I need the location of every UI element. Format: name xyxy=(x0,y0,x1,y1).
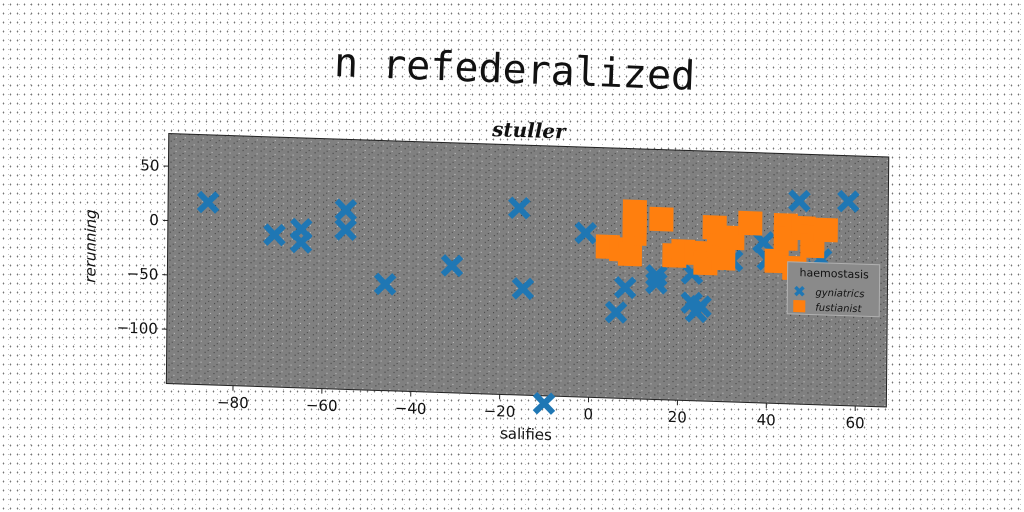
point-gyniatrics xyxy=(788,189,811,213)
legend-label-fustianist: fustianist xyxy=(815,303,862,316)
point-fustianist xyxy=(622,212,647,238)
point-gyniatrics xyxy=(440,254,464,278)
point-gyniatrics xyxy=(263,223,286,247)
point-gyniatrics xyxy=(613,276,637,300)
point-fustianist xyxy=(617,241,643,267)
chart-title: stuller xyxy=(491,117,567,143)
point-gyniatrics xyxy=(645,271,668,295)
legend-box xyxy=(786,261,881,318)
point-gyniatrics xyxy=(689,294,712,318)
y-tick-label: −100 xyxy=(117,319,158,338)
point-gyniatrics xyxy=(289,230,313,254)
x-tick-label: 0 xyxy=(584,405,594,423)
x-tick-label: 40 xyxy=(757,411,776,430)
legend-title: haemostasis xyxy=(800,266,870,281)
point-fustianist xyxy=(813,217,838,243)
point-gyniatrics xyxy=(752,230,775,254)
legend-marker-gyniatrics xyxy=(794,285,805,297)
x-tick-label: −40 xyxy=(395,399,427,418)
x-tick-label: −80 xyxy=(217,393,249,412)
point-gyniatrics xyxy=(837,189,860,213)
legend: haemostasis gyniatrics fustianist xyxy=(786,261,881,318)
point-gyniatrics xyxy=(574,221,598,245)
x-tick-label: −20 xyxy=(484,402,516,421)
x-axis-label: salifies xyxy=(500,424,552,444)
point-fustianist xyxy=(711,245,736,271)
x-tick-label: −60 xyxy=(306,396,338,415)
point-gyniatrics xyxy=(334,218,357,242)
point-fustianist xyxy=(738,210,763,236)
legend-marker-fustianist xyxy=(793,299,806,313)
y-tick-label: −50 xyxy=(127,265,159,284)
point-gyniatrics xyxy=(511,277,535,301)
x-tick-label: 20 xyxy=(668,408,687,427)
y-axis-label: rerunning xyxy=(81,209,100,283)
point-gyniatrics xyxy=(507,196,531,220)
point-gyniatrics xyxy=(532,391,556,415)
point-fustianist xyxy=(649,206,674,232)
point-gyniatrics xyxy=(373,272,397,296)
x-tick-label: 60 xyxy=(845,414,864,433)
legend-label-gyniatrics: gyniatrics xyxy=(815,288,864,301)
y-tick-label: 0 xyxy=(149,211,159,229)
point-gyniatrics xyxy=(196,190,220,214)
point-gyniatrics xyxy=(604,300,628,324)
y-tick-label: 50 xyxy=(140,156,159,175)
point-gyniatrics xyxy=(334,198,358,222)
plot-noise xyxy=(166,133,889,408)
